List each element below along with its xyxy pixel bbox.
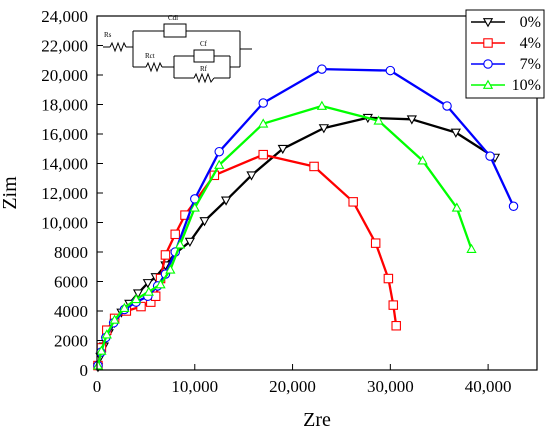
y-tick-label: 10,000 xyxy=(41,214,88,233)
data-point xyxy=(142,279,153,289)
legend-label: 7% xyxy=(520,56,541,73)
legend-marker xyxy=(483,38,493,48)
legend-marker xyxy=(483,59,493,69)
data-point xyxy=(318,124,329,134)
legend-item: 7% xyxy=(471,56,541,73)
ticks-layer: 0 10,000 20,000 30,000 40,000 0 2000 4000 6000 80… xyxy=(41,7,511,396)
capacitor-cf xyxy=(193,49,215,63)
legend-item: 4% xyxy=(471,35,541,52)
data-point xyxy=(451,202,462,212)
x-tick-label: 40,000 xyxy=(465,377,512,396)
x-axis-title: Zre xyxy=(303,409,331,431)
legend-label: 0% xyxy=(520,14,541,31)
legend-item: 10% xyxy=(471,77,541,94)
data-point xyxy=(246,171,257,181)
y-tick-label: 16,000 xyxy=(41,125,88,144)
legend-label: 10% xyxy=(512,77,541,94)
data-point xyxy=(155,279,166,289)
y-axis-title: Zim xyxy=(0,176,21,210)
data-point xyxy=(174,239,186,249)
data-point xyxy=(258,98,268,108)
y-tick-label: 20,000 xyxy=(41,66,88,85)
data-point xyxy=(388,300,399,310)
x-tick-label: 20,000 xyxy=(269,377,316,396)
y-tick-label: 2000 xyxy=(54,332,88,351)
y-tick-label: 6000 xyxy=(54,273,88,292)
data-point xyxy=(258,149,268,160)
data-point xyxy=(406,115,417,125)
data-point xyxy=(109,314,120,324)
data-point xyxy=(184,237,196,248)
legend-box xyxy=(465,9,545,99)
legend-marker xyxy=(482,18,494,28)
data-point xyxy=(348,197,358,207)
data-point xyxy=(214,146,224,157)
data-point xyxy=(442,101,452,111)
data-point xyxy=(160,250,171,260)
y-tick-label: 14,000 xyxy=(41,155,88,174)
data-point xyxy=(277,144,288,155)
x-tick-label: 10,000 xyxy=(171,377,218,396)
data-point xyxy=(317,64,327,74)
resistor-rf xyxy=(193,72,215,84)
data-point xyxy=(92,360,104,370)
legend-item: 0% xyxy=(471,14,541,31)
legend-marker xyxy=(482,79,494,89)
series-layer xyxy=(92,64,519,373)
circuit-label-cf: Cf xyxy=(200,40,208,48)
y-tick-label: 22,000 xyxy=(41,37,88,56)
y-tick-label: 12,000 xyxy=(41,184,88,203)
data-point xyxy=(391,320,401,331)
data-point xyxy=(119,302,130,312)
circuit-label-cdl: Cdl xyxy=(168,14,178,22)
data-point xyxy=(189,202,200,212)
data-point xyxy=(309,161,319,172)
data-point xyxy=(417,155,428,165)
resistor-rs xyxy=(109,41,127,53)
data-point xyxy=(214,159,225,169)
circuit-label-rs: Rs xyxy=(104,31,112,39)
data-point xyxy=(130,293,142,304)
data-point xyxy=(165,264,176,274)
y-tick-label: 8000 xyxy=(54,243,88,262)
data-point xyxy=(143,286,154,296)
circuit-label-rf: Rf xyxy=(200,65,208,73)
data-point xyxy=(370,238,381,248)
x-tick-label: 0 xyxy=(93,377,102,396)
data-point xyxy=(450,128,461,138)
data-point xyxy=(170,229,180,240)
circuit-label-rct: Rct xyxy=(145,52,155,60)
data-point xyxy=(150,291,161,301)
data-point xyxy=(101,329,112,339)
data-point xyxy=(466,243,477,253)
data-point xyxy=(132,289,144,299)
data-point xyxy=(96,345,107,355)
data-point xyxy=(485,151,495,161)
x-tick-label: 30,000 xyxy=(367,377,414,396)
data-point xyxy=(258,118,269,128)
y-tick-label: 4000 xyxy=(54,302,88,321)
resistor-rct xyxy=(145,61,163,73)
legend-items: 0% 4% 7% 10% xyxy=(471,14,541,94)
capacitor-cdl xyxy=(163,23,187,38)
data-point xyxy=(316,100,328,110)
data-point xyxy=(220,196,232,206)
data-point xyxy=(383,273,394,284)
data-point xyxy=(373,115,384,125)
equivalent-circuit-diagram: Rs Cdl Rct Cf Rf xyxy=(103,14,252,84)
y-tick-label: 0 xyxy=(80,361,89,380)
data-point xyxy=(508,201,519,212)
data-point xyxy=(199,217,210,227)
y-tick-label: 18,000 xyxy=(41,96,88,115)
legend: 0% 4% 7% 10% xyxy=(465,9,545,99)
y-tick-label: 24,000 xyxy=(41,7,88,26)
data-point xyxy=(385,65,396,76)
legend-label: 4% xyxy=(520,35,541,52)
series-3 xyxy=(92,100,477,370)
